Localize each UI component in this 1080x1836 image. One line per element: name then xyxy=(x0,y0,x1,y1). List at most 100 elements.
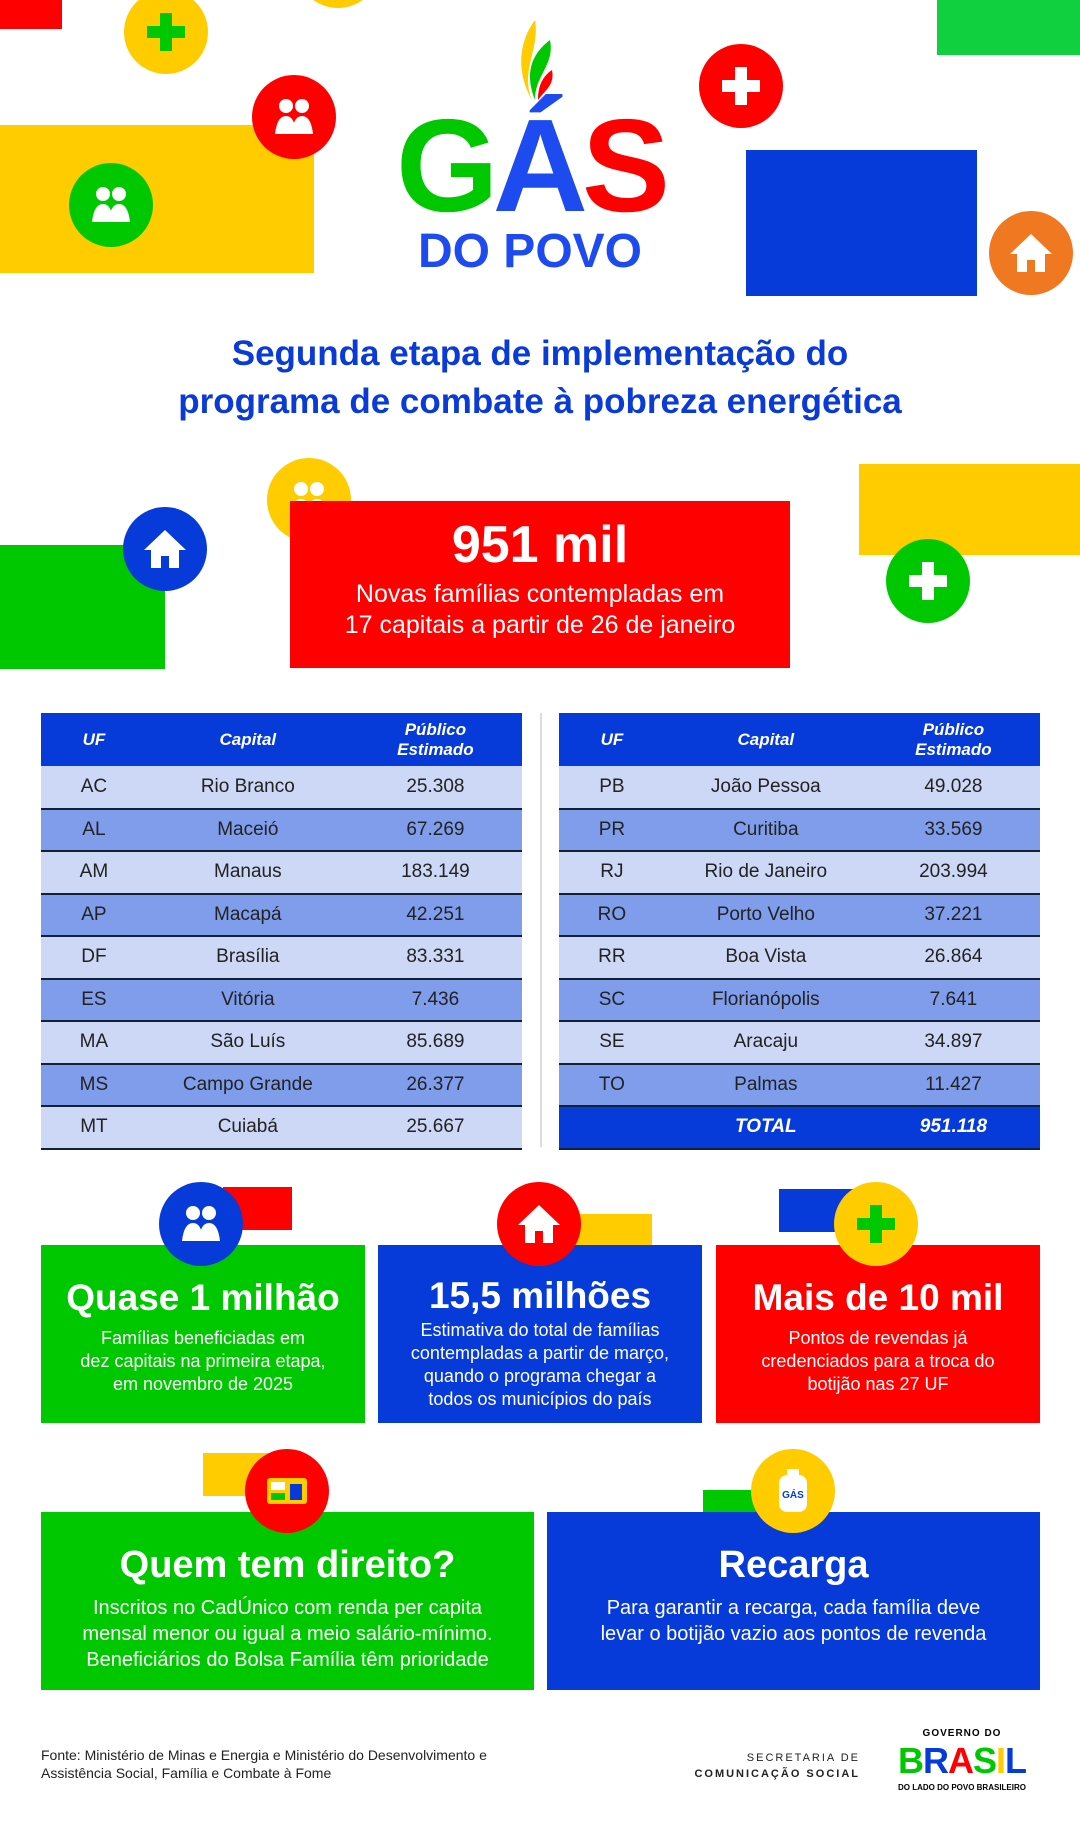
deco-yellow-circle xyxy=(296,0,380,8)
home-icon xyxy=(989,211,1073,295)
value-cell: 203.994 xyxy=(866,851,1040,895)
table-row: DF Brasília 83.331 xyxy=(41,936,522,980)
table-row: TO Palmas 11.427 xyxy=(559,1063,1040,1107)
uf-cell: TO xyxy=(559,1063,665,1107)
stat-title: 15,5 milhões xyxy=(428,1275,652,1316)
table-row: AL Maceió 67.269 xyxy=(41,808,522,852)
uf-cell: MS xyxy=(41,1063,147,1107)
people-icon xyxy=(159,1182,243,1266)
capital-cell: Palmas xyxy=(664,1063,867,1107)
uf-cell: PB xyxy=(559,766,665,810)
stat-card: Mais de 10 mil Pontos de revendas já crede… xyxy=(716,1245,1040,1423)
deco-blue-rect xyxy=(746,150,977,296)
uf-cell: AL xyxy=(41,808,147,852)
gas-do-povo-logo: GÁS DO POVO xyxy=(380,20,680,276)
stat-text: Estimativa do total de famílias contempla… xyxy=(410,1320,670,1409)
capitals-table-left: UF Capital Público Estimado AC Rio Branco 25.3… xyxy=(41,713,522,1150)
people-icon xyxy=(69,163,153,247)
logo-do-povo-text: DO POVO xyxy=(417,225,643,278)
deco-green-rect xyxy=(937,0,1080,55)
title-line: programa de combate à pobreza energética xyxy=(178,382,902,421)
value-cell: 26.864 xyxy=(866,936,1040,980)
uf-cell: RR xyxy=(559,936,665,980)
uf-cell: DF xyxy=(41,936,147,980)
home-icon xyxy=(123,507,207,591)
info-card: Quem tem direito? Inscritos no CadÚnico c… xyxy=(41,1512,534,1690)
table-row: AM Manaus 183.149 xyxy=(41,851,522,895)
highlight-value: 951 mil xyxy=(451,516,629,574)
table-row: RJ Rio de Janeiro 203.994 xyxy=(559,851,1040,895)
table-row: PB João Pessoa 49.028 xyxy=(559,766,1040,810)
value-cell: 85.689 xyxy=(348,1021,522,1065)
capital-cell: Vitória xyxy=(146,978,349,1022)
gas-cylinder-icon: GÁS xyxy=(751,1449,835,1533)
info-card: Recarga Para garantir a recarga, cada fam… xyxy=(547,1512,1040,1690)
logo-gas-text: GÁS xyxy=(395,92,670,239)
capital-cell: Boa Vista xyxy=(664,936,867,980)
table-row: RR Boa Vista 26.864 xyxy=(559,936,1040,980)
stat-card: 15,5 milhões Estimativa do total de famíl… xyxy=(378,1245,702,1423)
governo-brasil-logo: GOVERNO DO BRASIL DO LADO DO POVO BRASIL… xyxy=(897,1728,1027,1792)
info-title: Recarga xyxy=(718,1544,869,1586)
capital-cell: Porto Velho xyxy=(664,893,867,937)
table-row: AP Macapá 42.251 xyxy=(41,893,522,937)
table-row: RO Porto Velho 37.221 xyxy=(559,893,1040,937)
uf-cell: MA xyxy=(41,1021,147,1065)
value-cell: 33.569 xyxy=(866,808,1040,852)
table-row: MS Campo Grande 26.377 xyxy=(41,1063,522,1107)
info-text: Para garantir a recarga, cada família de… xyxy=(600,1597,987,1645)
source-note: Fonte: Ministério de Minas e Energia e M… xyxy=(41,1747,487,1781)
stat-card: Quase 1 milhão Famílias beneficiadas em de… xyxy=(41,1245,365,1423)
svg-text:GÁS: GÁS xyxy=(782,1488,804,1501)
value-cell: 25.667 xyxy=(348,1106,522,1150)
stat-title: Quase 1 milhão xyxy=(66,1277,340,1318)
highlight-box: 951 mil Novas famílias contempladas em 17… xyxy=(290,501,790,668)
capital-cell: Rio de Janeiro xyxy=(664,851,867,895)
uf-cell: SC xyxy=(559,978,665,1022)
capital-cell: Cuiabá xyxy=(146,1106,349,1150)
capitals-table-right: UF Capital Público Estimado PB João Pessoa 49.… xyxy=(559,713,1040,1150)
stat-text: Famílias beneficiadas em dez capitais na … xyxy=(80,1328,326,1394)
capital-cell: Macapá xyxy=(146,893,349,937)
value-cell: 11.427 xyxy=(866,1063,1040,1107)
capital-cell: Brasília xyxy=(146,936,349,980)
uf-cell: SE xyxy=(559,1021,665,1065)
page-title: Segunda etapa de implementação do progra… xyxy=(0,330,1080,426)
home-icon xyxy=(497,1182,581,1266)
stat-text: Pontos de revendas já credenciados para a… xyxy=(761,1328,995,1394)
table-row: SE Aracaju 34.897 xyxy=(559,1021,1040,1065)
stat-title: Mais de 10 mil xyxy=(752,1277,1004,1318)
deco-red-rect xyxy=(0,0,62,29)
title-line: Segunda etapa de implementação do xyxy=(231,334,849,373)
table-row: MT Cuiabá 25.667 xyxy=(41,1106,522,1150)
plus-icon xyxy=(886,539,970,623)
table-row: PR Curitiba 33.569 xyxy=(559,808,1040,852)
capital-cell: Campo Grande xyxy=(146,1063,349,1107)
deco-yellow-rect xyxy=(0,125,314,273)
plus-icon xyxy=(124,0,208,74)
uf-cell: AP xyxy=(41,893,147,937)
capital-cell: São Luís xyxy=(146,1021,349,1065)
uf-cell: AM xyxy=(41,851,147,895)
deco-yellow-rect xyxy=(859,464,1080,555)
plus-icon xyxy=(834,1182,918,1266)
info-text: Inscritos no CadÚnico com renda per capi… xyxy=(82,1597,493,1671)
table-row: AC Rio Branco 25.308 xyxy=(41,766,522,810)
uf-cell: MT xyxy=(41,1106,147,1150)
table-header: UF Capital Público Estimado xyxy=(41,713,522,766)
table-divider xyxy=(540,713,542,1147)
secom-logo: SECRETARIA DE COMUNICAÇÃO SOCIAL xyxy=(694,1752,860,1780)
uf-cell: PR xyxy=(559,808,665,852)
capital-cell: Manaus xyxy=(146,851,349,895)
capital-cell: Rio Branco xyxy=(146,766,349,810)
capital-cell: João Pessoa xyxy=(664,766,867,810)
value-cell: 34.897 xyxy=(866,1021,1040,1065)
value-cell: 7.641 xyxy=(866,978,1040,1022)
uf-cell: RO xyxy=(559,893,665,937)
value-cell: 25.308 xyxy=(348,766,522,810)
table-header: UF Capital Público Estimado xyxy=(559,713,1040,766)
uf-cell: RJ xyxy=(559,851,665,895)
value-cell: 83.331 xyxy=(348,936,522,980)
uf-cell: AC xyxy=(41,766,147,810)
highlight-text: Novas famílias contempladas em 17 capitai… xyxy=(344,580,736,639)
